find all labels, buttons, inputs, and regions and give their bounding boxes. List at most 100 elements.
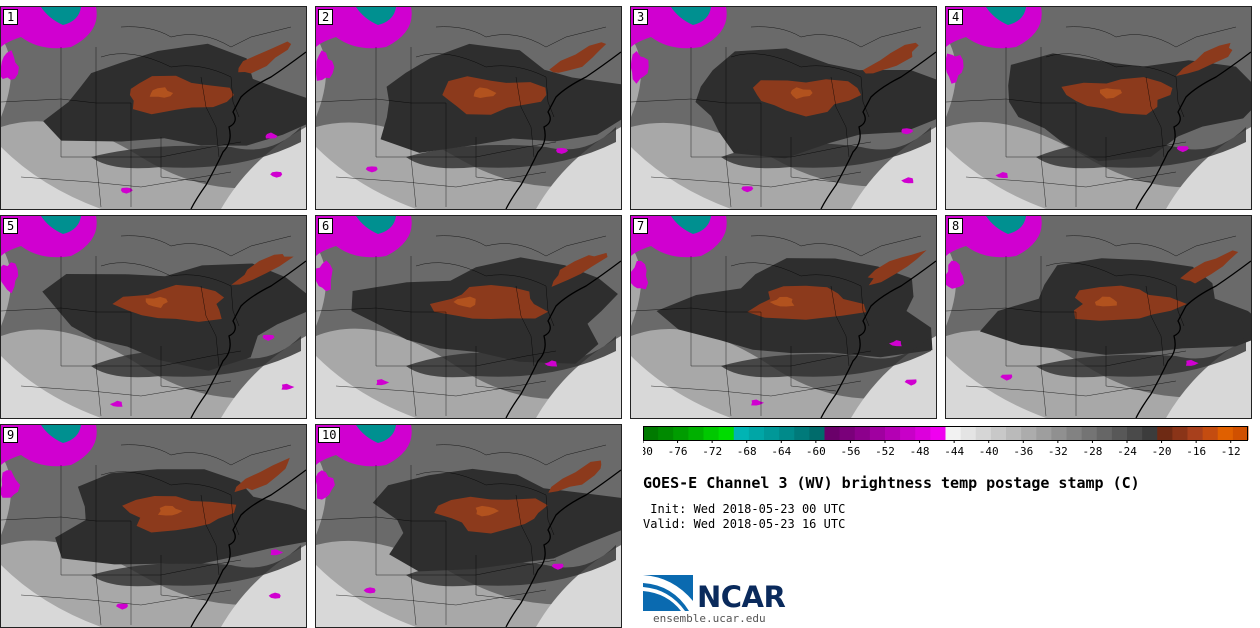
dry-slot bbox=[721, 127, 931, 169]
very-moist-region bbox=[631, 356, 731, 418]
state-border bbox=[790, 137, 837, 183]
state-border bbox=[650, 171, 862, 188]
colorbar-bin bbox=[1172, 426, 1189, 440]
state-border bbox=[1, 98, 131, 104]
coastline bbox=[190, 51, 306, 209]
cold-cloud-top bbox=[1, 262, 19, 294]
init-time: Init: Wed 2018-05-23 00 UTC bbox=[643, 502, 846, 516]
colorbar-tick-label: -16 bbox=[1186, 445, 1206, 458]
colorbar-bin bbox=[824, 426, 841, 440]
state-border bbox=[1045, 262, 1177, 287]
state-border bbox=[335, 171, 547, 188]
colorbar-tick-label: -40 bbox=[979, 445, 999, 458]
member-number-label: 6 bbox=[318, 218, 334, 234]
state-border bbox=[376, 350, 557, 367]
state-border bbox=[200, 76, 220, 158]
coastline bbox=[1135, 51, 1251, 209]
state-border bbox=[1145, 76, 1165, 158]
warm-region bbox=[551, 252, 608, 287]
colorbar-bin bbox=[1111, 426, 1128, 440]
colorbar-bin bbox=[990, 426, 1007, 440]
state-border bbox=[860, 76, 870, 118]
warm-core bbox=[453, 296, 476, 308]
colorbar-bin bbox=[1021, 426, 1037, 440]
warm-region bbox=[1061, 77, 1173, 115]
convective-cell bbox=[120, 187, 133, 194]
map-panel: 8 bbox=[945, 215, 1252, 419]
warm-region bbox=[112, 284, 225, 322]
coastline bbox=[820, 260, 936, 418]
colorbar-bin bbox=[809, 426, 826, 440]
warm-core bbox=[473, 87, 497, 98]
colorbar-bin bbox=[854, 426, 871, 440]
warm-region bbox=[234, 457, 290, 493]
warm-core bbox=[157, 505, 183, 516]
warm-core bbox=[475, 505, 499, 517]
convective-cell bbox=[544, 360, 558, 367]
convective-cell bbox=[995, 172, 1008, 178]
ncar-logo bbox=[643, 575, 693, 611]
member-number-label: 2 bbox=[318, 9, 334, 25]
state-border bbox=[1, 307, 131, 313]
state-border bbox=[120, 444, 292, 466]
state-border bbox=[860, 285, 870, 327]
map-panel: 3 bbox=[630, 6, 937, 210]
state-border bbox=[316, 516, 446, 522]
cold-cloud-top bbox=[946, 53, 964, 84]
colorbar-bin bbox=[1217, 426, 1234, 440]
colorbar-tick-label: -28 bbox=[1082, 445, 1102, 458]
colorbar-tick-label: -72 bbox=[702, 445, 722, 458]
state-border bbox=[790, 346, 837, 392]
warm-region bbox=[862, 42, 919, 74]
state-border bbox=[965, 171, 1177, 188]
colorbar-bin bbox=[673, 426, 689, 440]
ncar-logo-text: NCAR bbox=[697, 580, 786, 614]
convective-cell bbox=[270, 549, 284, 556]
coastline bbox=[190, 260, 306, 418]
warm-region bbox=[429, 285, 549, 319]
colorbar-bin bbox=[885, 426, 901, 440]
state-border bbox=[20, 380, 232, 397]
colorbar-bin bbox=[839, 426, 856, 440]
very-moist-region bbox=[316, 565, 416, 627]
colorbar-bin bbox=[869, 426, 886, 440]
state-border bbox=[335, 589, 547, 606]
convective-cell bbox=[109, 400, 123, 407]
map-panel: 10 bbox=[315, 424, 622, 628]
state-border bbox=[650, 380, 862, 397]
state-border bbox=[61, 559, 242, 576]
convective-cell bbox=[888, 340, 902, 347]
colorbar-tick-label: -56 bbox=[840, 445, 860, 458]
dry-slot bbox=[1036, 336, 1246, 378]
state-border bbox=[475, 346, 522, 392]
colorbar-tick-label: -12 bbox=[1221, 445, 1241, 458]
warm-region bbox=[1180, 250, 1239, 284]
colorbar-bin bbox=[688, 426, 705, 440]
convective-cell bbox=[268, 592, 281, 599]
very-moist-region bbox=[946, 147, 1046, 209]
map-panel: 5 bbox=[0, 215, 307, 419]
cold-cloud-top bbox=[316, 470, 335, 500]
colorbar-tick-label: -68 bbox=[737, 445, 757, 458]
dry-slot bbox=[721, 336, 931, 378]
cold-cloud-top bbox=[631, 261, 649, 290]
very-moist-region bbox=[946, 356, 1046, 418]
warm-region bbox=[1074, 285, 1187, 321]
colorbar-frame bbox=[643, 426, 1248, 441]
colorbar-tick-label: -44 bbox=[944, 445, 964, 458]
state-border bbox=[160, 137, 207, 183]
colorbar-tick-label: -60 bbox=[806, 445, 826, 458]
dry-slot bbox=[91, 127, 301, 169]
colorbar-bin bbox=[1066, 426, 1083, 440]
coldest-cloud-top bbox=[41, 425, 81, 443]
dry-slot bbox=[406, 545, 616, 587]
warm-region bbox=[122, 496, 237, 533]
very-moist-region bbox=[1, 147, 101, 209]
colorbar-bin bbox=[718, 426, 735, 440]
colorbar-tick-label: -48 bbox=[910, 445, 930, 458]
state-border bbox=[515, 76, 535, 158]
state-border bbox=[61, 141, 242, 158]
map-panel: 6 bbox=[315, 215, 622, 419]
state-border bbox=[435, 444, 607, 466]
very-moist-region bbox=[316, 147, 416, 209]
